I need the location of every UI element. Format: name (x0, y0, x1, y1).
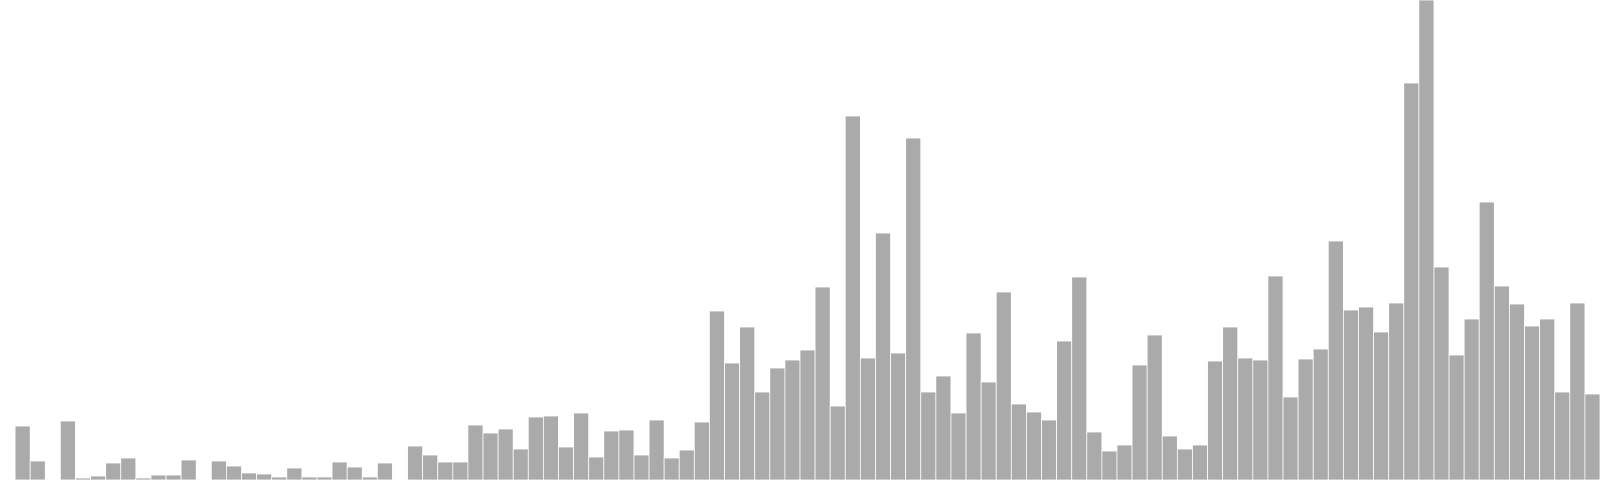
bar-51 (769, 367, 786, 480)
bar-95 (1433, 266, 1450, 480)
bar-60 (905, 137, 922, 480)
bar-63 (950, 412, 967, 480)
bar-101 (1524, 325, 1541, 480)
bar-48 (724, 362, 741, 480)
bar-11 (165, 474, 182, 480)
bar-52 (784, 359, 801, 480)
bar-37 (558, 446, 574, 480)
bar-22 (331, 461, 348, 480)
bar-103 (1554, 391, 1571, 480)
bar-31 (467, 424, 484, 480)
bar-86 (1297, 358, 1314, 480)
bar-28 (422, 454, 439, 480)
bar-29 (437, 461, 454, 480)
bar-80 (1207, 360, 1224, 480)
bar-56 (844, 115, 861, 480)
bar-44 (663, 457, 680, 480)
bar-57 (859, 357, 876, 480)
bar-69 (1041, 419, 1058, 480)
bar-53 (799, 349, 816, 480)
bar-1 (14, 425, 31, 480)
bar-46 (693, 421, 710, 480)
bar-100 (1509, 303, 1525, 480)
bar-series (14, 0, 1600, 480)
bar-98 (1478, 201, 1495, 480)
bar-97 (1463, 318, 1480, 480)
bar-85 (1282, 396, 1299, 480)
bar-83 (1252, 359, 1269, 480)
bar-47 (709, 310, 725, 480)
bar-87 (1312, 348, 1329, 480)
bar-88 (1327, 240, 1344, 480)
bar-82 (1237, 357, 1254, 480)
bar-33 (497, 428, 514, 480)
bar-8 (120, 457, 137, 480)
bar-6 (90, 475, 107, 480)
bar-70 (1056, 340, 1073, 480)
bar-19 (286, 467, 303, 480)
bar-72 (1086, 431, 1103, 480)
bar-16 (241, 472, 257, 480)
bar-25 (376, 462, 393, 480)
bar-43 (648, 419, 665, 480)
bar-74 (1116, 444, 1133, 480)
bar-78 (1176, 448, 1193, 480)
bar-17 (256, 473, 273, 480)
bar-41 (618, 429, 635, 480)
bar-64 (965, 332, 982, 480)
bar-59 (890, 352, 907, 480)
bar-81 (1222, 326, 1239, 480)
bar-27 (407, 445, 424, 480)
bar-45 (678, 449, 695, 480)
bar-96 (1448, 354, 1465, 480)
bar-34 (512, 448, 529, 480)
bar-65 (980, 381, 997, 480)
bar-54 (814, 286, 831, 480)
bar-90 (1358, 306, 1374, 480)
bar-4 (59, 420, 76, 480)
bar-12 (180, 459, 197, 480)
bar-15 (226, 465, 242, 480)
bar-7 (105, 462, 122, 480)
bar-32 (482, 432, 499, 480)
bar-77 (1161, 435, 1178, 480)
bar-73 (1101, 450, 1118, 480)
bar-71 (1071, 276, 1088, 480)
bar-79 (1192, 444, 1208, 480)
bar-55 (829, 405, 846, 480)
bar-66 (995, 291, 1012, 480)
bar-104 (1569, 302, 1586, 480)
bar-62 (935, 375, 952, 480)
bar-50 (754, 391, 771, 480)
bar-92 (1388, 302, 1405, 480)
bar-58 (875, 232, 891, 480)
bar-36 (543, 415, 559, 480)
bar-99 (1493, 285, 1510, 480)
bar-91 (1373, 331, 1390, 480)
bar-105 (1584, 393, 1600, 480)
bar-39 (588, 456, 605, 480)
bar-42 (633, 454, 650, 480)
bar-94 (1418, 0, 1435, 480)
bar-68 (1026, 411, 1042, 480)
bar-89 (1343, 309, 1359, 480)
bar-93 (1403, 82, 1420, 480)
bar-84 (1267, 275, 1284, 480)
bar-67 (1010, 403, 1027, 480)
bar-61 (920, 391, 937, 480)
bar-14 (210, 460, 227, 480)
bar-2 (29, 460, 46, 480)
bar-38 (573, 412, 590, 480)
bar-49 (739, 326, 756, 480)
bar-30 (452, 461, 469, 480)
bar-75 (1131, 364, 1148, 480)
bar-35 (527, 416, 544, 480)
bar-10 (150, 474, 167, 480)
bar-102 (1539, 318, 1556, 480)
bar-23 (346, 466, 363, 480)
bar-76 (1146, 334, 1163, 480)
bar-40 (603, 430, 620, 480)
